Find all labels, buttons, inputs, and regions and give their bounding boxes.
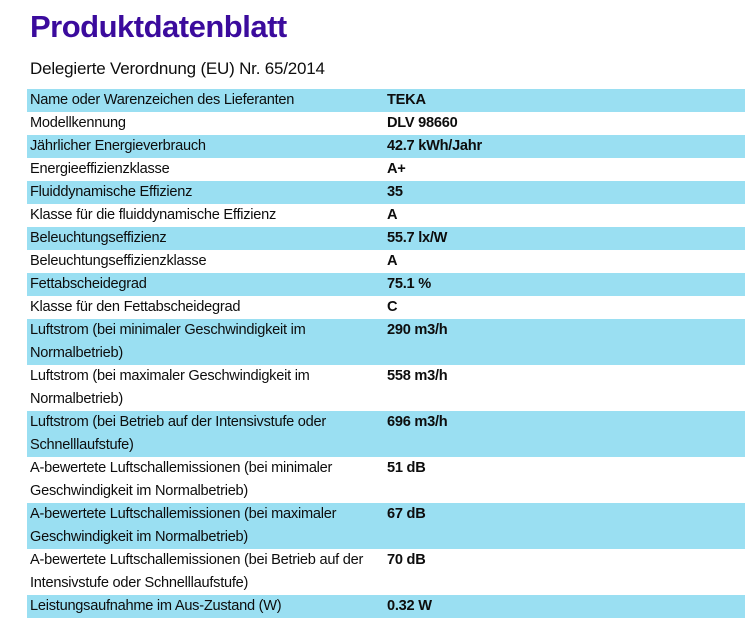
row-label: Modellkennung (30, 115, 126, 131)
row-value: 67 dB (387, 506, 426, 522)
table-row: Luftstrom (bei maximaler Geschwindigkeit… (27, 365, 745, 411)
table-row: Energieeffizienzklasse A+ (27, 158, 745, 181)
row-value: 0.32 W (387, 598, 432, 614)
row-value: 35 (387, 184, 403, 200)
table-row: Luftstrom (bei Betrieb auf der Intensivs… (27, 411, 745, 457)
table-row: Leistungsaufnahme im Aus-Zustand (W) 0.3… (27, 595, 745, 618)
row-label: Klasse für die fluiddynamische Effizienz (30, 207, 277, 223)
row-value: A (387, 207, 398, 223)
datasheet-table: Name oder Warenzeichen des Lieferanten T… (27, 89, 745, 618)
row-value: DLV 98660 (387, 115, 458, 131)
page-title: Produktdatenblatt (30, 9, 287, 44)
table-row: Beleuchtungseffizienz 55.7 lx/W (27, 227, 745, 250)
row-value: C (387, 299, 398, 315)
row-label: Fluiddynamische Effizienz (30, 184, 193, 200)
row-label: Luftstrom (bei maximaler Geschwindigkeit… (30, 368, 310, 407)
row-label: Fettabscheidegrad (30, 276, 147, 292)
table-row: Beleuchtungseffizienzklasse A (27, 250, 745, 273)
table-row: Name oder Warenzeichen des Lieferanten T… (27, 89, 745, 112)
table-row: A-bewertete Luftschallemissionen (bei Be… (27, 549, 745, 595)
table-row: Modellkennung DLV 98660 (27, 112, 745, 135)
row-value: 290 m3/h (387, 322, 448, 338)
row-value: 558 m3/h (387, 368, 448, 384)
row-value: 75.1 % (387, 276, 431, 292)
row-value: 70 dB (387, 552, 426, 568)
row-label: Energieeffizienzklasse (30, 161, 170, 177)
row-value: 696 m3/h (387, 414, 448, 430)
row-label: A-bewertete Luftschallemissionen (bei ma… (30, 506, 337, 545)
row-label: Beleuchtungseffizienz (30, 230, 167, 246)
product-datasheet-page: Produktdatenblatt Delegierte Verordnung … (0, 8, 750, 626)
row-label: Luftstrom (bei Betrieb auf der Intensivs… (30, 414, 327, 453)
row-value: TEKA (387, 92, 426, 108)
row-label: Jährlicher Energieverbrauch (30, 138, 206, 154)
row-label: Name oder Warenzeichen des Lieferanten (30, 92, 295, 108)
row-label: Beleuchtungseffizienzklasse (30, 253, 207, 269)
table-row: Fettabscheidegrad 75.1 % (27, 273, 745, 296)
row-value: A (387, 253, 398, 269)
table-row: Fluiddynamische Effizienz 35 (27, 181, 745, 204)
row-value: 55.7 lx/W (387, 230, 448, 246)
row-label: A-bewertete Luftschallemissionen (bei Be… (30, 552, 364, 591)
row-label: Klasse für den Fettabscheidegrad (30, 299, 241, 315)
row-label: A-bewertete Luftschallemissionen (bei mi… (30, 460, 333, 499)
table-row: A-bewertete Luftschallemissionen (bei ma… (27, 503, 745, 549)
row-label: Leistungsaufnahme im Aus-Zustand (W) (30, 598, 282, 614)
table-row: Jährlicher Energieverbrauch 42.7 kWh/Jah… (27, 135, 745, 158)
table-row: Klasse für den Fettabscheidegrad C (27, 296, 745, 319)
table-row: Klasse für die fluiddynamische Effizienz… (27, 204, 745, 227)
row-label: Luftstrom (bei minimaler Geschwindigkeit… (30, 322, 306, 361)
table-row: Luftstrom (bei minimaler Geschwindigkeit… (27, 319, 745, 365)
table-row: A-bewertete Luftschallemissionen (bei mi… (27, 457, 745, 503)
row-value: 42.7 kWh/Jahr (387, 138, 482, 154)
row-value: A+ (387, 161, 406, 177)
regulation-subtitle: Delegierte Verordnung (EU) Nr. 65/2014 (30, 59, 325, 78)
row-value: 51 dB (387, 460, 426, 476)
